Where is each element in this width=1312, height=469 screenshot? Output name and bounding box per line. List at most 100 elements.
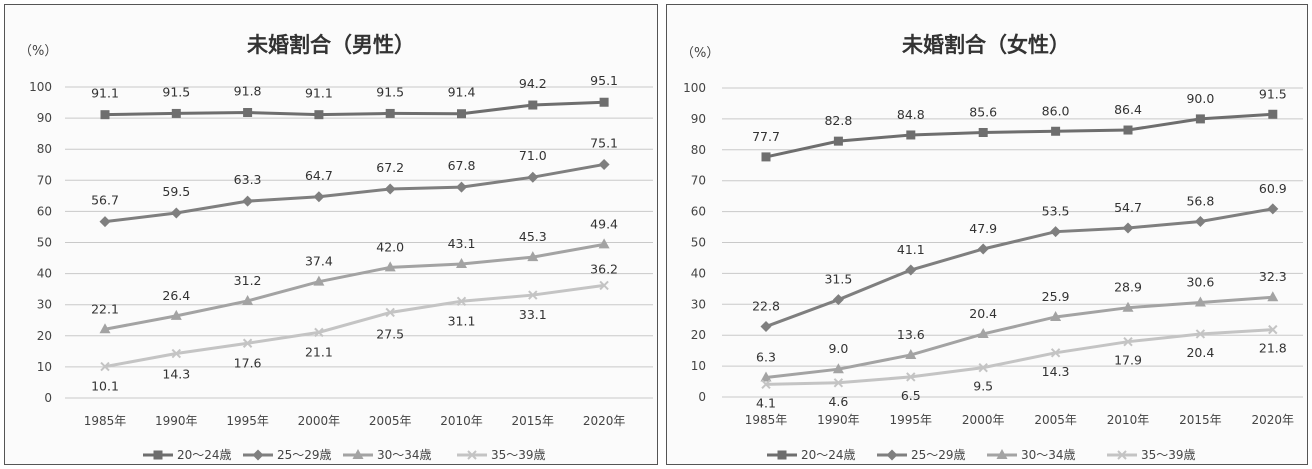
data-label: 94.2 [519, 76, 547, 91]
data-point [978, 127, 988, 137]
data-point [384, 183, 396, 195]
x-tick-label: 2020年 [1252, 413, 1295, 427]
series-line-2 [104, 162, 605, 224]
legend-entry-label: 30～34歳 [1021, 448, 1076, 462]
data-label: 14.3 [162, 367, 190, 382]
data-point [598, 158, 610, 170]
legend-marker [153, 450, 163, 460]
data-point [1123, 125, 1133, 135]
data-label: 6.5 [901, 388, 921, 403]
data-point [978, 362, 988, 373]
legend-entry-label: 35～39歳 [1141, 448, 1196, 462]
x-tick-label: 2010年 [1107, 413, 1150, 427]
series-line-4 [765, 328, 1273, 386]
data-point [385, 108, 395, 118]
data-point [313, 191, 325, 203]
data-label: 27.5 [376, 326, 404, 341]
data-label: 31.1 [448, 313, 476, 328]
y-tick-label: 70 [37, 173, 52, 187]
legend-marker [886, 449, 898, 461]
y-tick-label: 40 [37, 267, 52, 281]
data-point [384, 261, 396, 272]
line-chart-male: 未婚割合（男性） （%） 0 10 20 30 40 50 60 70 80 90 100 1985年 19… [19, 33, 653, 462]
data-label: 20.4 [969, 306, 997, 321]
data-label: 67.8 [448, 158, 476, 173]
data-point [1195, 329, 1206, 339]
data-label: 60.9 [1259, 181, 1287, 196]
legend-entry-label: 30～34歳 [377, 448, 432, 462]
x-tick-label: 1995年 [890, 413, 933, 427]
data-point [598, 238, 610, 249]
data-label: 64.7 [305, 168, 333, 183]
y-tick-label: 90 [37, 111, 52, 125]
data-label: 17.6 [234, 355, 262, 370]
data-point [457, 109, 466, 119]
x-tick-label: 1990年 [155, 414, 198, 428]
data-point [242, 338, 253, 348]
y-axis-unit-label: （%） [681, 46, 719, 61]
data-point [456, 181, 467, 193]
data-label: 9.0 [828, 341, 848, 356]
legend-marker [467, 450, 477, 460]
data-point [170, 207, 182, 219]
data-point [527, 251, 539, 262]
data-label: 91.4 [448, 85, 476, 100]
data-point [242, 195, 254, 207]
data-point [1194, 215, 1206, 227]
data-point [1268, 324, 1278, 335]
y-tick-label: 90 [691, 112, 706, 126]
data-label: 71.0 [519, 148, 547, 163]
data-label: 42.0 [376, 239, 404, 254]
data-label: 53.5 [1042, 204, 1070, 219]
y-tick-label: 60 [37, 204, 52, 218]
legend-marker [252, 449, 264, 461]
legend-entry-label: 20～24歳 [177, 448, 232, 462]
x-tick-label: 2005年 [1034, 413, 1077, 427]
data-point [1051, 126, 1061, 136]
data-label: 84.8 [897, 107, 925, 122]
y-tick-label: 80 [691, 143, 706, 157]
x-tick-label: 2000年 [298, 414, 341, 428]
data-label: 28.9 [1114, 280, 1142, 295]
series-line-4 [104, 283, 605, 369]
data-point [1050, 226, 1062, 238]
data-point [171, 108, 181, 118]
data-label: 91.1 [91, 86, 119, 101]
data-point [242, 294, 254, 305]
data-label: 32.3 [1259, 269, 1287, 284]
y-tick-label: 10 [37, 360, 52, 374]
series-line-1 [765, 112, 1273, 159]
y-tick-label: 20 [691, 328, 706, 342]
data-label: 85.6 [969, 104, 997, 119]
y-tick-label: 30 [37, 298, 52, 312]
y-tick-label: 30 [691, 297, 706, 311]
data-point [1194, 296, 1206, 307]
legend-marker [777, 450, 787, 460]
data-label: 91.8 [234, 84, 262, 99]
legend-entry-label: 25～29歳 [911, 448, 966, 462]
y-tick-label: 20 [37, 329, 52, 343]
data-label: 49.4 [590, 216, 618, 231]
legend-entry-label: 35～39歳 [491, 448, 546, 462]
data-label: 31.5 [824, 272, 852, 287]
data-point [528, 100, 538, 110]
data-point [977, 327, 989, 338]
data-label: 41.1 [897, 242, 925, 257]
data-label: 13.6 [897, 327, 925, 342]
data-point [1195, 114, 1205, 124]
x-tick-label: 1985年 [84, 414, 127, 428]
data-point [977, 243, 989, 255]
data-label: 56.7 [91, 193, 119, 208]
x-tick-label: 2000年 [962, 413, 1005, 427]
data-label: 91.5 [1259, 86, 1287, 101]
data-label: 20.4 [1186, 345, 1214, 360]
data-point [905, 264, 917, 276]
data-label: 91.5 [376, 84, 404, 99]
data-point [385, 307, 395, 318]
data-point [314, 327, 324, 338]
data-point [833, 378, 844, 388]
data-point [832, 363, 844, 374]
data-label: 31.2 [234, 273, 262, 288]
data-label: 45.3 [519, 229, 547, 244]
data-point [599, 97, 609, 107]
